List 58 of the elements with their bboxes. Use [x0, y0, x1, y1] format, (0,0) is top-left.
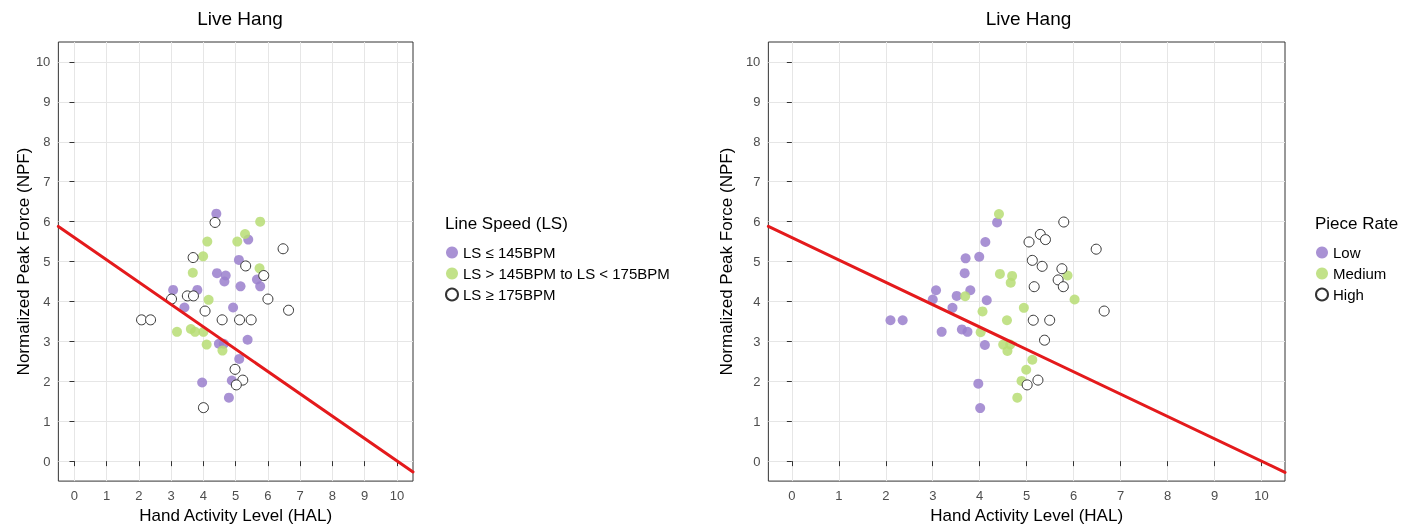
- y-tick-label: 6: [43, 214, 51, 230]
- legend-title: Line Speed (LS): [445, 214, 568, 233]
- y-tick-label: 2: [43, 373, 51, 389]
- legend-label: Medium: [1333, 265, 1387, 282]
- x-tick-label: 2: [135, 488, 143, 504]
- y-tick-label: 10: [35, 54, 51, 70]
- x-tick-label: 5: [232, 488, 240, 504]
- y-tick-label: 3: [43, 333, 51, 349]
- x-tick-label: 6: [1070, 488, 1078, 504]
- legend-label: High: [1333, 286, 1364, 303]
- y-tick-label: 1: [753, 413, 761, 429]
- x-tick-label: 4: [199, 488, 208, 504]
- x-tick-label: 10: [389, 488, 405, 504]
- legend-label: LS ≤ 145BPM: [463, 244, 556, 261]
- x-tick-label: 0: [788, 488, 796, 504]
- legend-label: Low: [1333, 244, 1361, 261]
- y-axis-title: Normalized Peak Force (NPF): [717, 147, 736, 376]
- legend-title: Piece Rate: [1315, 214, 1399, 233]
- legend-label: LS ≥ 175BPM: [463, 286, 556, 303]
- y-tick-label: 8: [753, 134, 761, 150]
- y-tick-label: 10: [745, 54, 761, 70]
- x-tick-label: 10: [1254, 488, 1269, 504]
- y-tick-label: 5: [43, 254, 51, 270]
- x-tick-label: 4: [976, 488, 984, 504]
- x-tick-label: 1: [835, 488, 843, 504]
- y-tick-label: 7: [43, 174, 51, 190]
- x-tick-label: 8: [1163, 488, 1172, 504]
- y-tick-label: 3: [753, 333, 761, 349]
- legend-label: LS > 145BPM to LS < 175BPM: [463, 265, 670, 282]
- y-tick-label: 7: [753, 174, 761, 190]
- x-tick-label: 0: [70, 488, 79, 504]
- x-tick-label: 9: [1210, 488, 1219, 504]
- x-tick-label: 2: [882, 488, 890, 504]
- y-tick-label: 2: [753, 373, 761, 389]
- y-tick-label: 0: [43, 453, 51, 469]
- x-tick-label: 3: [167, 488, 175, 504]
- y-axis-title: Normalized Peak Force (NPF): [14, 147, 33, 376]
- x-axis-title: Hand Activity Level (HAL): [139, 506, 333, 525]
- x-tick-label: 1: [103, 488, 111, 504]
- y-tick-label: 9: [43, 94, 51, 110]
- x-tick-label: 7: [296, 488, 304, 504]
- y-tick-label: 1: [43, 413, 51, 429]
- y-tick-label: 5: [753, 254, 761, 270]
- y-tick-label: 0: [753, 453, 761, 469]
- chart-title: Live Hang: [985, 8, 1072, 29]
- y-tick-label: 9: [753, 94, 761, 110]
- x-tick-label: 8: [328, 488, 337, 504]
- x-tick-label: 9: [361, 488, 369, 504]
- x-tick-label: 7: [1117, 488, 1125, 504]
- x-tick-label: 3: [929, 488, 937, 504]
- x-tick-label: 5: [1023, 488, 1031, 504]
- y-tick-label: 6: [753, 214, 761, 230]
- x-axis-title: Hand Activity Level (HAL): [930, 506, 1124, 525]
- x-tick-label: 6: [264, 488, 272, 504]
- chart-title: Live Hang: [197, 8, 283, 29]
- y-tick-label: 4: [43, 293, 51, 309]
- y-tick-label: 8: [43, 134, 51, 150]
- y-tick-label: 4: [753, 293, 761, 309]
